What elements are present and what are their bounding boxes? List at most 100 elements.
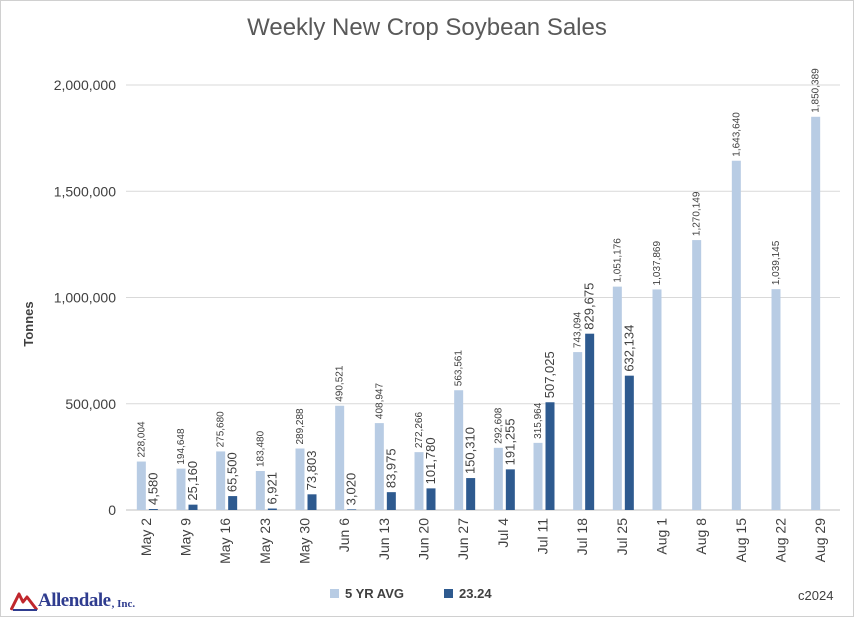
x-tick-label: Aug 8 xyxy=(693,518,709,555)
bar-current xyxy=(148,509,158,510)
chart-title: Weekly New Crop Soybean Sales xyxy=(247,14,607,41)
legend-swatch-current xyxy=(444,589,454,598)
data-label-current: 25,160 xyxy=(185,461,200,501)
data-label-5yr-avg: 272,266 xyxy=(414,412,425,449)
legend-item-avg: 5 YR AVG xyxy=(330,586,404,601)
legend-label-current: 23.24 xyxy=(459,586,492,601)
data-label-current: 507,025 xyxy=(542,351,557,398)
bar-current xyxy=(228,496,238,510)
data-label-current: 829,675 xyxy=(582,283,597,330)
bar-5yr-avg xyxy=(612,286,622,510)
bar-current xyxy=(545,402,555,510)
bar-current xyxy=(267,508,277,510)
bar-5yr-avg xyxy=(573,352,583,510)
bar-5yr-avg xyxy=(454,390,464,510)
data-label-current: 101,780 xyxy=(423,437,438,484)
x-tick-label: Aug 15 xyxy=(733,518,749,563)
x-tick-label: Jun 13 xyxy=(376,518,392,560)
data-label-5yr-avg: 408,947 xyxy=(374,383,385,420)
x-tick-label: Jul 25 xyxy=(614,518,630,556)
x-tick-label: Aug 1 xyxy=(654,518,670,555)
y-axis-label: Tonnes xyxy=(21,301,36,346)
bar-5yr-avg xyxy=(493,447,503,510)
x-tick-label: Jul 11 xyxy=(535,518,551,555)
data-label-5yr-avg: 289,288 xyxy=(295,408,306,445)
x-tick-label: Jun 20 xyxy=(416,518,432,560)
allendale-logo: Allendale , Inc. xyxy=(10,590,135,612)
x-tick-label: May 30 xyxy=(297,518,313,564)
bar-current xyxy=(307,494,317,510)
data-label-current: 632,134 xyxy=(621,325,636,372)
bar-current xyxy=(347,509,357,510)
data-label-current: 191,255 xyxy=(502,418,517,465)
data-label-5yr-avg: 1,037,869 xyxy=(652,241,663,286)
data-label-5yr-avg: 183,480 xyxy=(255,430,266,467)
bar-5yr-avg xyxy=(374,423,384,510)
data-label-5yr-avg: 1,643,640 xyxy=(731,112,742,157)
logo-suffix: , Inc. xyxy=(111,598,136,610)
data-label-5yr-avg: 228,004 xyxy=(136,421,147,458)
data-label-5yr-avg: 315,964 xyxy=(533,402,544,439)
data-label-current: 73,803 xyxy=(304,451,319,491)
bar-5yr-avg xyxy=(335,405,345,510)
x-tick-label: Jul 4 xyxy=(495,518,511,548)
bars xyxy=(136,116,821,511)
x-tick-label: Jun 6 xyxy=(336,518,352,552)
legend-label-avg: 5 YR AVG xyxy=(345,586,405,601)
x-tick-label: Jun 27 xyxy=(455,518,471,560)
y-tick-label: 2,000,000 xyxy=(54,77,116,93)
data-label-current: 65,500 xyxy=(225,452,240,492)
bar-current xyxy=(585,333,595,510)
data-label-5yr-avg: 194,648 xyxy=(176,428,187,465)
legend-swatch-avg xyxy=(330,589,339,598)
data-label-current: 4,580 xyxy=(145,472,160,505)
data-label-5yr-avg: 490,521 xyxy=(335,365,346,402)
logo-mark-icon xyxy=(10,592,38,611)
data-label-5yr-avg: 563,561 xyxy=(454,350,465,387)
y-tick-label: 1,000,000 xyxy=(54,290,116,306)
y-tick-label: 1,500,000 xyxy=(54,183,116,199)
bar-5yr-avg xyxy=(692,240,702,511)
bar-current xyxy=(624,375,634,510)
x-tick-label: May 23 xyxy=(257,518,273,564)
data-label-5yr-avg: 1,850,389 xyxy=(811,68,822,113)
copyright-text: c2024 xyxy=(798,588,834,603)
x-tick-label: May 9 xyxy=(178,518,194,556)
bar-5yr-avg xyxy=(176,468,186,510)
data-label-current: 6,921 xyxy=(264,472,279,505)
bar-current xyxy=(188,504,198,510)
legend-item-current: 23.24 xyxy=(444,586,492,601)
x-axis-ticks: May 2 May 9 May 16 May 23 May 30 Jun 6 Jun 13 J… xyxy=(138,518,828,564)
bar-current xyxy=(505,469,515,510)
x-tick-label: Aug 29 xyxy=(812,518,828,563)
logo-text: Allendale xyxy=(38,590,111,611)
bar-5yr-avg xyxy=(731,160,741,510)
bar-5yr-avg xyxy=(216,451,226,510)
data-label-current: 83,975 xyxy=(383,448,398,488)
bar-5yr-avg xyxy=(414,452,424,510)
bar-current xyxy=(466,478,476,510)
data-label-5yr-avg: 743,094 xyxy=(573,312,584,349)
bar-5yr-avg xyxy=(652,289,662,510)
data-label-5yr-avg: 1,039,145 xyxy=(771,240,782,285)
x-tick-label: Jul 18 xyxy=(574,518,590,556)
data-label-5yr-avg: 275,680 xyxy=(216,411,227,448)
legend: 5 YR AVG 23.24 xyxy=(330,586,492,601)
y-axis-ticks: 0 500,000 1,000,000 1,500,000 2,000,000 xyxy=(54,77,117,518)
bar-current xyxy=(426,488,436,510)
x-tick-label: May 16 xyxy=(217,518,233,564)
x-tick-label: Aug 22 xyxy=(773,518,789,563)
data-label-5yr-avg: 1,270,149 xyxy=(692,191,703,236)
x-tick-label: May 2 xyxy=(138,518,154,556)
bar-5yr-avg xyxy=(136,461,146,510)
data-label-5yr-avg: 292,608 xyxy=(493,407,504,444)
data-label-current: 3,020 xyxy=(344,473,359,506)
data-label-5yr-avg: 1,051,176 xyxy=(612,238,623,283)
gridlines xyxy=(126,84,840,511)
bar-current xyxy=(386,492,396,510)
bar-5yr-avg xyxy=(533,442,543,510)
bar-5yr-avg xyxy=(295,448,305,510)
